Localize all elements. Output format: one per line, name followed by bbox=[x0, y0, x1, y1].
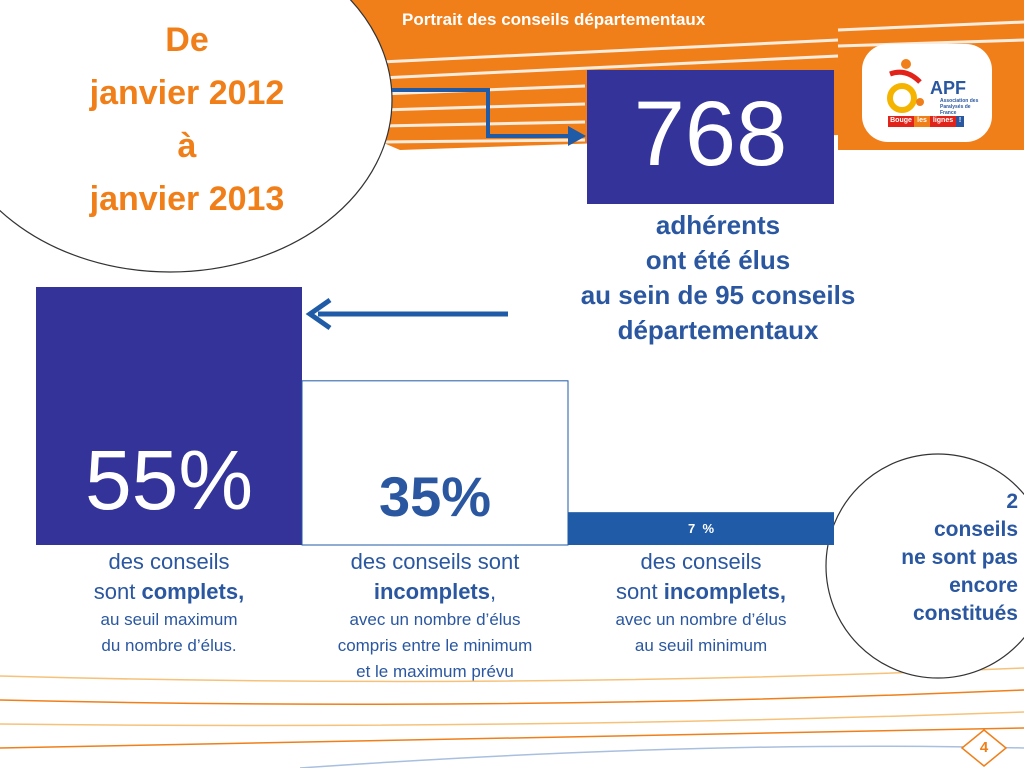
logo-slogan-4: ! bbox=[958, 117, 962, 124]
col1-line2-post: , bbox=[238, 579, 245, 604]
col3-line3: avec un nombre d’élus bbox=[615, 610, 787, 629]
period-line-2: janvier 2012 bbox=[89, 74, 285, 112]
bar-label-incomplets-min: 7 % bbox=[687, 521, 714, 536]
bar-incomplets-min bbox=[568, 512, 834, 545]
col3-line2-bold: incomplets bbox=[663, 579, 780, 604]
nc-line-3: ne sont pas bbox=[901, 546, 1018, 569]
col3-line2-pre: sont bbox=[616, 579, 664, 604]
col2-line5: et le maximum prévu bbox=[356, 662, 514, 681]
apf-logo-icon bbox=[887, 59, 964, 127]
col1-line2-bold: complets bbox=[141, 579, 239, 604]
col2-line2-post: , bbox=[490, 579, 497, 604]
col1-line3: au seuil maximum bbox=[100, 610, 238, 629]
col2-line2: incomplets, bbox=[290, 577, 580, 607]
headline-stat-description: adhérents ont été élus au sein de 95 con… bbox=[520, 208, 916, 348]
period-line-3: à bbox=[177, 127, 197, 165]
col3-line2-post: , bbox=[779, 579, 786, 604]
logo-slogan-1: Bouge bbox=[890, 117, 912, 124]
bar-label-incomplets-mid: 35% bbox=[378, 465, 492, 528]
column-complets: des conseils sont complets, au seuil max… bbox=[36, 547, 302, 659]
col3-line4: au seuil minimum bbox=[634, 636, 768, 655]
col2-line4: compris entre le minimum bbox=[337, 636, 533, 655]
logo-tagline: Association des Paralysés de France bbox=[940, 98, 979, 116]
column-incomplets-mid: des conseils sont incomplets, avec un no… bbox=[290, 547, 580, 685]
period-line-1: De bbox=[165, 21, 209, 59]
col1-line2: sont complets, bbox=[36, 577, 302, 607]
nc-line-4: encore bbox=[949, 574, 1018, 597]
stat-desc-line-4: départementaux bbox=[617, 315, 819, 345]
logo-name: APF bbox=[930, 78, 966, 98]
col2-line3: avec un nombre d’élus bbox=[349, 610, 521, 629]
page-number: 4 bbox=[979, 739, 989, 756]
not-constituted-circle bbox=[825, 453, 1024, 679]
nc-line-5: constitués bbox=[912, 602, 1018, 625]
header-title: Portrait des conseils départementaux bbox=[402, 10, 706, 29]
period-circle bbox=[0, 0, 393, 273]
logo-slogan: Bouge les lignes! bbox=[888, 117, 964, 124]
col3-line1: des conseils bbox=[640, 549, 762, 574]
column-incomplets-min: des conseils sont incomplets, avec un no… bbox=[568, 547, 834, 659]
logo-slogan-3: lignes bbox=[932, 117, 954, 124]
col3-line2: sont incomplets, bbox=[568, 577, 834, 607]
nc-line-1: 2 bbox=[1006, 490, 1018, 513]
col2-line2-bold: incomplets bbox=[373, 579, 490, 604]
apf-logo: APF Association des Paralysés de France … bbox=[876, 54, 986, 134]
bar-label-complets: 55% bbox=[84, 433, 254, 527]
stat-desc-line-2: ont été élus bbox=[645, 245, 791, 275]
headline-stat-box bbox=[587, 70, 834, 204]
col1-line4: du nombre d’élus. bbox=[101, 636, 237, 655]
logo-slogan-2: les bbox=[917, 117, 927, 124]
stat-desc-line-3: au sein de 95 conseils bbox=[580, 280, 856, 310]
col1-line1: des conseils bbox=[108, 549, 230, 574]
stat-desc-line-1: adhérents bbox=[655, 210, 781, 240]
headline-stat-value: 768 bbox=[633, 83, 788, 185]
bar-complets bbox=[36, 287, 302, 545]
col1-line2-pre: sont bbox=[93, 579, 142, 604]
col2-line1: des conseils sont bbox=[350, 549, 520, 574]
not-constituted-text: 2 conseils ne sont pas encore constitués bbox=[848, 488, 1018, 628]
period-text: De janvier 2012 à janvier 2013 bbox=[22, 14, 352, 226]
nc-line-2: conseils bbox=[933, 518, 1018, 541]
bar-incomplets-mid bbox=[301, 380, 569, 546]
period-line-4: janvier 2013 bbox=[89, 180, 285, 218]
